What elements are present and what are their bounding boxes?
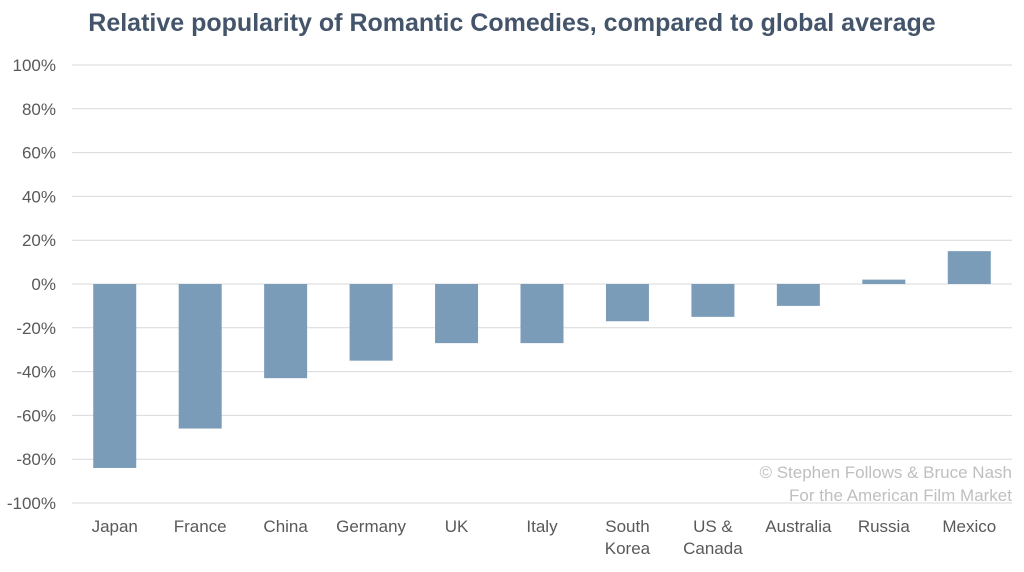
x-tick-label: Italy bbox=[526, 517, 558, 536]
x-tick-label: Russia bbox=[858, 517, 911, 536]
bar bbox=[435, 284, 479, 344]
credit-line-1: © Stephen Follows & Bruce Nash bbox=[759, 463, 1012, 482]
y-tick-label: -80% bbox=[16, 450, 56, 469]
x-tick-label: Mexico bbox=[942, 517, 996, 536]
x-tick-label: China bbox=[263, 517, 308, 536]
x-axis-labels: Japan France China Germany UK Italy South Korea… bbox=[92, 517, 997, 558]
y-tick-label: 20% bbox=[22, 231, 56, 250]
bar bbox=[178, 284, 222, 429]
bars bbox=[93, 251, 991, 468]
x-tick-label: Australia bbox=[765, 517, 832, 536]
bar bbox=[605, 284, 649, 322]
bar bbox=[349, 284, 393, 361]
grid-lines bbox=[72, 64, 1012, 504]
y-axis-ticks: 100% 80% 60% 40% 20% 0% -20% -40% -60% -80% -100% bbox=[7, 56, 56, 513]
x-tick-label: UK bbox=[445, 517, 469, 536]
bar bbox=[691, 284, 735, 317]
bar bbox=[947, 251, 991, 284]
y-tick-label: -60% bbox=[16, 406, 56, 425]
x-tick-label: Germany bbox=[336, 517, 406, 536]
credit-line-2: For the American Film Market bbox=[789, 486, 1012, 505]
y-tick-label: 0% bbox=[31, 275, 56, 294]
y-tick-label: -40% bbox=[16, 363, 56, 382]
y-tick-label: 80% bbox=[22, 100, 56, 119]
y-tick-label: 40% bbox=[22, 187, 56, 206]
bar bbox=[264, 284, 308, 379]
x-tick-label: France bbox=[174, 517, 227, 536]
y-tick-label: -100% bbox=[7, 494, 56, 513]
bar bbox=[862, 279, 906, 284]
chart-title: Relative popularity of Romantic Comedies… bbox=[88, 9, 936, 37]
bar bbox=[520, 284, 564, 344]
x-tick-label: US & Canada bbox=[683, 517, 743, 558]
y-tick-label: 100% bbox=[13, 56, 56, 75]
x-tick-label: South Korea bbox=[605, 517, 651, 558]
y-tick-label: 60% bbox=[22, 144, 56, 163]
bar bbox=[776, 284, 820, 306]
x-tick-label: Japan bbox=[92, 517, 138, 536]
y-tick-label: -20% bbox=[16, 319, 56, 338]
bar bbox=[93, 284, 137, 468]
